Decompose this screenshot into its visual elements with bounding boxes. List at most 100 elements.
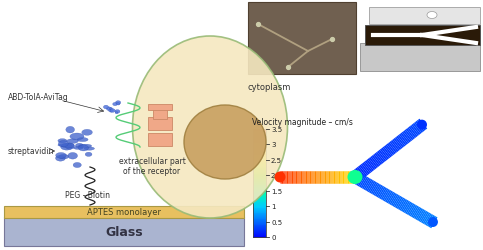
Bar: [253, 134, 266, 135]
Ellipse shape: [115, 112, 118, 114]
Ellipse shape: [428, 217, 438, 227]
Ellipse shape: [109, 109, 114, 113]
Bar: [253, 137, 266, 138]
Bar: [253, 192, 266, 193]
Bar: [253, 130, 266, 237]
Text: 3.5: 3.5: [271, 126, 282, 132]
Text: 0: 0: [271, 234, 275, 240]
Text: 0.5: 0.5: [271, 219, 282, 225]
Bar: [253, 206, 266, 208]
Bar: [253, 146, 266, 147]
Ellipse shape: [66, 127, 74, 134]
Bar: [253, 214, 266, 215]
Ellipse shape: [56, 153, 66, 159]
Bar: [253, 177, 266, 178]
Bar: [253, 182, 266, 183]
Bar: [253, 193, 266, 194]
Ellipse shape: [115, 101, 121, 105]
Text: 1: 1: [271, 203, 275, 209]
Bar: [253, 189, 266, 190]
Ellipse shape: [58, 144, 72, 147]
Bar: [253, 231, 266, 232]
Bar: [253, 195, 266, 196]
Bar: [253, 161, 266, 162]
Bar: [253, 194, 266, 195]
Ellipse shape: [115, 110, 120, 114]
Bar: [253, 219, 266, 220]
Text: 2: 2: [271, 172, 275, 178]
Bar: [253, 178, 266, 179]
Bar: [4, 206, 244, 218]
Bar: [253, 186, 266, 187]
Bar: [253, 130, 266, 132]
Ellipse shape: [68, 153, 78, 160]
Bar: [253, 151, 266, 152]
Bar: [253, 168, 266, 169]
Bar: [253, 204, 266, 205]
Ellipse shape: [184, 106, 266, 179]
Bar: [253, 234, 266, 235]
Bar: [253, 136, 266, 138]
Bar: [253, 234, 266, 236]
Bar: [253, 131, 266, 132]
Bar: [253, 174, 266, 175]
Bar: [253, 158, 266, 160]
Ellipse shape: [56, 156, 65, 162]
Bar: [253, 133, 266, 134]
Bar: [253, 215, 266, 216]
Bar: [253, 149, 266, 150]
Ellipse shape: [106, 108, 112, 111]
Bar: [253, 160, 266, 161]
Bar: [253, 187, 266, 188]
Bar: [253, 140, 266, 141]
Bar: [253, 228, 266, 230]
Bar: [253, 132, 266, 133]
Ellipse shape: [70, 134, 84, 140]
Ellipse shape: [347, 170, 363, 184]
Bar: [4, 217, 244, 246]
Bar: [253, 172, 266, 173]
Ellipse shape: [62, 144, 74, 148]
Bar: [153, 108, 167, 120]
Bar: [253, 170, 266, 171]
Bar: [253, 143, 266, 144]
Bar: [253, 166, 266, 167]
Ellipse shape: [77, 138, 88, 142]
Text: 2.5: 2.5: [271, 157, 282, 163]
Bar: [253, 218, 266, 220]
Bar: [253, 210, 266, 211]
Text: Glass: Glass: [105, 226, 143, 238]
Bar: [253, 236, 266, 237]
Bar: [253, 226, 266, 227]
Bar: [253, 140, 266, 142]
Bar: [148, 104, 172, 110]
Bar: [253, 212, 266, 213]
Ellipse shape: [82, 130, 92, 136]
Bar: [253, 217, 266, 218]
Bar: [253, 224, 266, 225]
Bar: [253, 196, 266, 198]
Bar: [253, 168, 266, 170]
Bar: [253, 173, 266, 174]
Ellipse shape: [67, 139, 78, 144]
Bar: [148, 134, 172, 146]
Bar: [253, 144, 266, 145]
Ellipse shape: [78, 145, 88, 151]
Bar: [253, 198, 266, 199]
Bar: [253, 190, 266, 192]
Ellipse shape: [79, 144, 92, 148]
Bar: [253, 181, 266, 182]
Bar: [253, 146, 266, 148]
Bar: [253, 184, 266, 186]
Bar: [253, 201, 266, 202]
Bar: [253, 148, 266, 149]
Bar: [253, 152, 266, 154]
Bar: [253, 202, 266, 203]
Bar: [253, 147, 266, 148]
Bar: [253, 220, 266, 221]
Bar: [253, 200, 266, 201]
Bar: [253, 216, 266, 217]
Bar: [253, 188, 266, 189]
Ellipse shape: [427, 12, 437, 20]
Bar: [253, 150, 266, 151]
